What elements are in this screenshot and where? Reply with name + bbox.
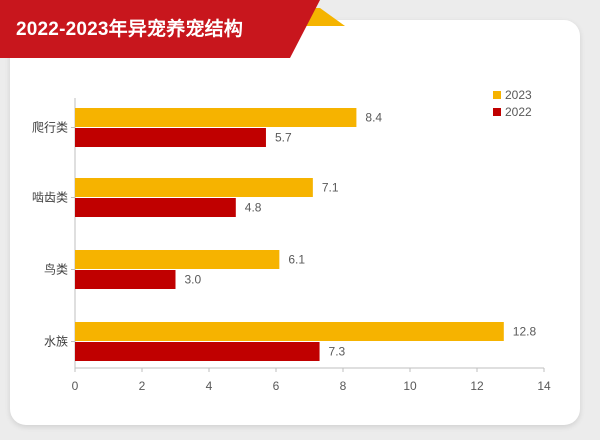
bar-2022 [75,198,236,217]
legend-label: 2022 [505,105,532,119]
bar-2023 [75,178,313,197]
bar-2022 [75,128,266,147]
value-label: 4.8 [245,201,262,215]
value-label: 7.1 [322,181,339,195]
legend-swatch-2022 [493,108,501,116]
category-label: 爬行类 [32,121,68,135]
x-tick-label: 10 [403,379,417,393]
bar-2023 [75,322,504,341]
bar-2022 [75,342,320,361]
category-label: 水族 [44,335,68,349]
category-label: 鸟类 [44,262,68,277]
category-label: 啮齿类 [32,191,68,205]
value-label: 7.3 [329,345,346,359]
bar-2022 [75,270,176,289]
value-label: 6.1 [288,253,305,267]
x-tick-label: 12 [470,379,484,393]
value-label: 8.4 [365,111,382,125]
value-label: 3.0 [185,273,202,287]
banner-red-shape [0,0,320,58]
x-tick-label: 14 [537,379,551,393]
x-tick-label: 6 [273,379,280,393]
chart-title: 2022-2023年异宠养宠结构 [16,19,244,40]
legend-label: 2023 [505,88,532,102]
bar-2023 [75,250,280,269]
x-tick-label: 0 [72,379,79,393]
title-banner [0,0,345,58]
value-label: 12.8 [513,325,537,339]
legend-swatch-2023 [493,91,501,99]
value-label: 5.7 [275,131,292,145]
x-tick-label: 8 [340,379,347,393]
x-tick-label: 4 [206,379,213,393]
x-tick-label: 2 [139,379,146,393]
bar-2023 [75,108,357,127]
